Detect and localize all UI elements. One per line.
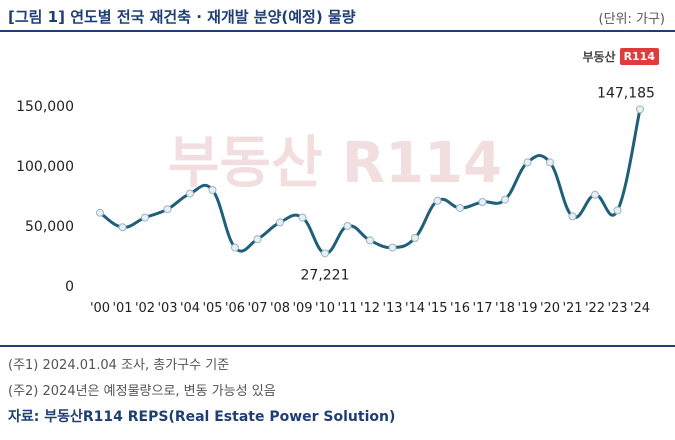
x-tick-label: '02: [135, 301, 155, 316]
data-point: [501, 195, 509, 204]
data-point: [208, 186, 217, 194]
data-label: 27,221: [301, 267, 350, 283]
y-tick-label: 0: [65, 279, 74, 295]
y-tick-label: 100,000: [16, 159, 74, 175]
data-point: [298, 213, 307, 222]
bottom-rule: [0, 345, 675, 347]
x-tick-label: '01: [112, 301, 132, 316]
markers: [96, 105, 644, 258]
data-point: [546, 158, 554, 167]
y-tick-label: 50,000: [25, 219, 74, 235]
data-point: [186, 189, 194, 198]
watermark-text: 부동산 R114: [168, 131, 502, 196]
x-tick-label: '08: [270, 301, 290, 316]
x-tick-label: '03: [157, 301, 177, 316]
data-point: [96, 208, 104, 217]
data-point: [388, 243, 397, 252]
logo: 부동산 R114: [582, 48, 659, 65]
x-tick-label: '24: [630, 301, 650, 316]
x-tick-label: '13: [382, 301, 402, 316]
data-point: [478, 198, 487, 206]
logo-badge: R114: [619, 48, 659, 65]
x-tick-label: '15: [427, 301, 447, 316]
footnote-2: (주2) 2024년은 예정물량으로, 변동 가능성 있음: [8, 384, 276, 399]
data-point: [613, 206, 622, 215]
data-point: [231, 243, 239, 252]
x-tick-label: '20: [540, 301, 560, 316]
data-point: [141, 213, 149, 222]
data-point: [366, 236, 374, 245]
x-tick-label: '21: [562, 301, 582, 316]
x-tick-label: '23: [607, 301, 627, 316]
x-tick-label: '16: [450, 301, 470, 316]
data-label: 147,185: [597, 85, 655, 101]
chart-title: [그림 1] 연도별 전국 재건축 · 재개발 분양(예정) 물량: [8, 8, 356, 26]
data-point: [568, 212, 577, 221]
data-point: [636, 105, 644, 114]
data-point: [343, 222, 352, 230]
x-tick-label: '18: [495, 301, 515, 316]
x-tick-label: '06: [225, 301, 245, 316]
data-point: [276, 218, 284, 227]
data-point: [118, 223, 127, 232]
data-point: [321, 249, 329, 258]
x-tick-label: '05: [202, 301, 222, 316]
watermark: 부동산 R114: [168, 131, 502, 196]
data-point: [411, 234, 419, 242]
data-point: [253, 235, 262, 244]
top-rule: [0, 30, 675, 32]
data-point: [163, 205, 172, 214]
data-labels: 27,221 147,185: [301, 85, 655, 283]
x-tick-label: '14: [405, 301, 425, 316]
x-axis: '00'01'02'03'04'05'06'07'08'09'10'11'12 '…: [90, 301, 650, 316]
line-chart: 부동산 R114 0 50,000 100,000 150,000 '00'01'02…: [16, 85, 655, 316]
x-tick-label: '12: [360, 301, 380, 316]
data-point: [433, 196, 442, 205]
x-tick-label: '19: [517, 301, 537, 316]
x-tick-label: '17: [472, 301, 492, 316]
logo-text: 부동산: [582, 50, 616, 64]
x-tick-label: '22: [585, 301, 605, 316]
data-point: [523, 158, 532, 167]
x-tick-label: '11: [337, 301, 357, 316]
x-tick-label: '04: [180, 301, 200, 316]
footnote-1: (주1) 2024.01.04 조사, 총가구수 기준: [8, 358, 230, 373]
data-point: [591, 190, 599, 199]
source-line: 자료: 부동산R114 REPS(Real Estate Power Solut…: [8, 409, 396, 425]
x-tick-label: '00: [90, 301, 110, 316]
y-axis: 0 50,000 100,000 150,000: [16, 99, 74, 295]
x-tick-label: '09: [292, 301, 312, 316]
data-point: [456, 204, 464, 212]
x-tick-label: '07: [247, 301, 267, 316]
unit-label: (단위: 가구): [598, 12, 666, 27]
x-tick-label: '10: [315, 301, 335, 316]
y-tick-label: 150,000: [16, 99, 74, 115]
